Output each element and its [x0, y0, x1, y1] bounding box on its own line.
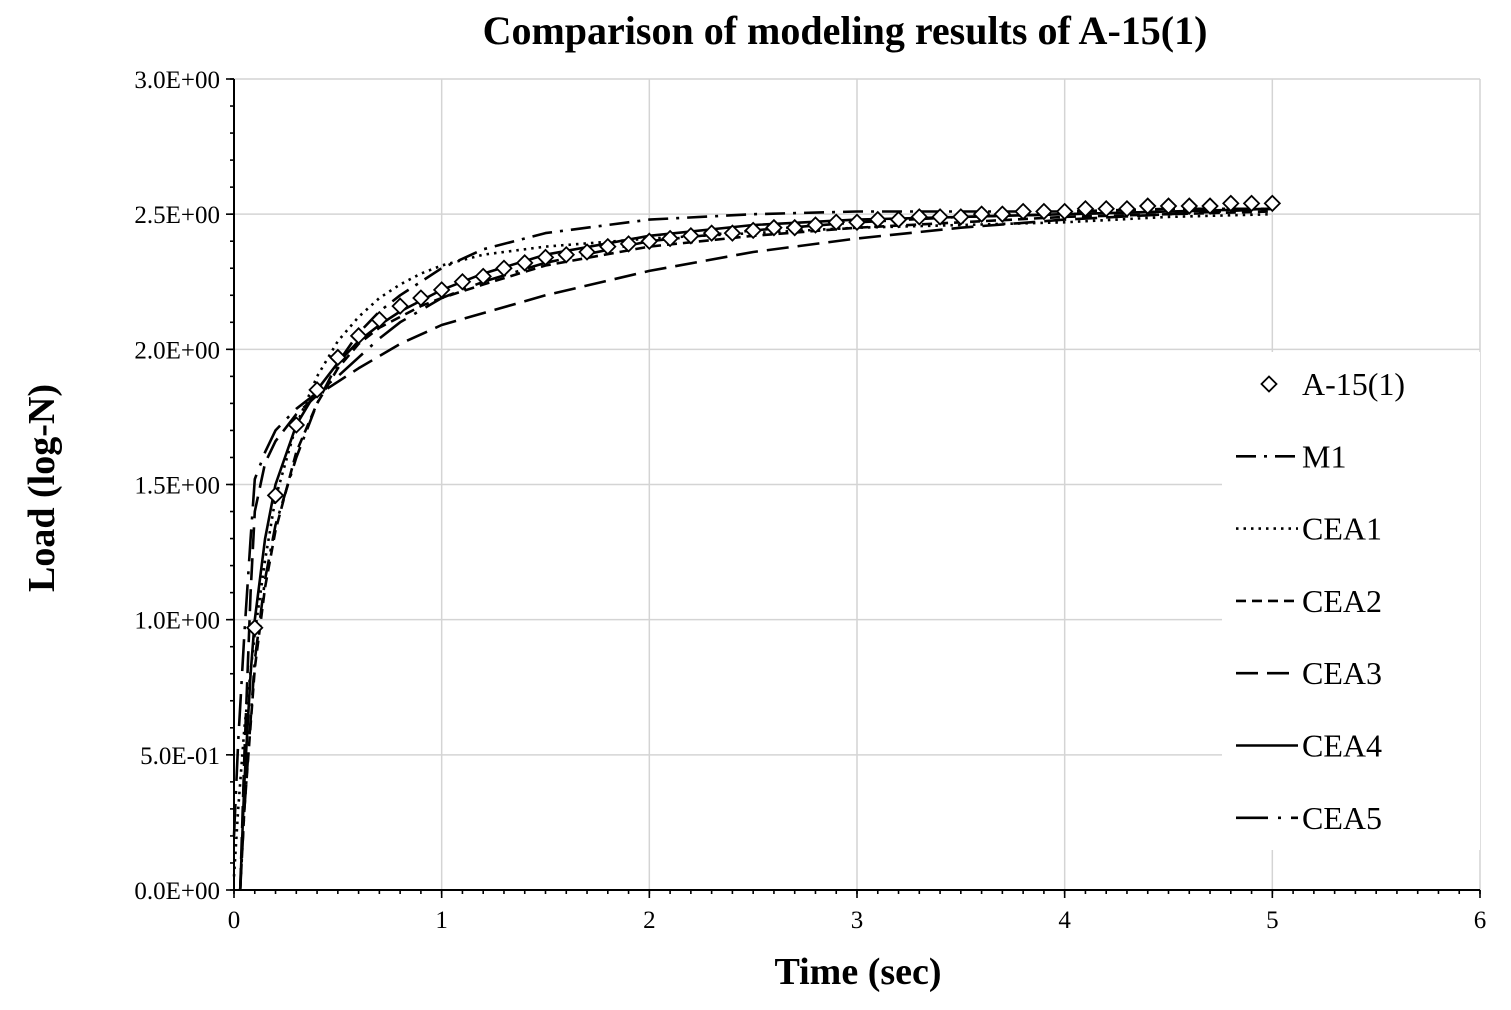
data-point — [1097, 199, 1115, 218]
data-point — [453, 272, 472, 291]
data-point — [495, 259, 513, 278]
series-a-15-1-markers — [245, 194, 1282, 637]
data-point — [744, 221, 762, 240]
data-point — [515, 254, 534, 272]
data-point — [806, 216, 825, 234]
data-point — [723, 224, 742, 242]
data-point — [578, 243, 596, 261]
data-point — [1055, 202, 1074, 221]
y-tick-label: 1.5E+00 — [134, 473, 220, 500]
y-tick-label: 2.5E+00 — [134, 202, 220, 229]
data-point — [1201, 197, 1219, 215]
x-tick-label: 4 — [1058, 907, 1071, 934]
y-tick-label: 1.0E+00 — [134, 608, 220, 635]
data-point — [931, 208, 949, 226]
data-point — [1035, 202, 1053, 221]
x-tick-label: 3 — [851, 907, 864, 934]
data-point — [370, 310, 389, 329]
data-point — [972, 205, 991, 223]
data-point — [1076, 199, 1095, 218]
data-point — [827, 213, 846, 232]
legend-label-m1: M1 — [1302, 438, 1346, 474]
series-cea4-line — [238, 207, 1273, 891]
data-point — [1222, 194, 1240, 213]
x-tick-label: 1 — [435, 907, 448, 934]
series-layer — [232, 194, 1282, 891]
data-point — [868, 210, 887, 229]
legend-label-cea4: CEA4 — [1302, 728, 1382, 764]
data-point — [910, 208, 929, 226]
x-tick-label: 2 — [643, 907, 656, 934]
x-tick-label: 6 — [1474, 907, 1487, 934]
data-point — [474, 267, 492, 286]
data-point — [785, 218, 804, 237]
data-point — [640, 232, 659, 250]
data-point — [557, 245, 576, 264]
data-point — [765, 218, 783, 237]
data-point — [619, 235, 638, 253]
y-tick-label: 3.0E+00 — [134, 67, 220, 94]
data-point — [1180, 197, 1199, 215]
data-point — [952, 208, 970, 226]
legend-label-cea2: CEA2 — [1302, 583, 1382, 619]
data-point — [1118, 199, 1136, 218]
data-point — [682, 227, 700, 245]
series-cea2-line — [238, 210, 1273, 891]
data-point — [1014, 202, 1032, 221]
data-point — [702, 224, 721, 242]
data-point — [349, 327, 368, 345]
data-point — [536, 248, 555, 267]
data-point — [599, 237, 617, 256]
y-tick-label: 5.0E-01 — [140, 743, 220, 770]
series-cea5-line — [232, 207, 1273, 836]
data-point — [412, 289, 430, 307]
data-point — [391, 297, 409, 315]
data-point — [848, 213, 866, 232]
data-point — [287, 416, 306, 434]
data-point — [308, 381, 326, 399]
series-cea3-line — [238, 207, 1273, 891]
x-tick-label: 0 — [228, 907, 241, 934]
data-point — [889, 210, 908, 229]
axes: 0 1 2 3 4 5 6 0.0E+00 5.0E-01 1.0E+00 1.5E+00 2.0E+… — [134, 67, 1486, 934]
legend-box — [1222, 352, 1480, 850]
data-point — [245, 619, 264, 637]
y-tick-label: 0.0E+00 — [134, 878, 220, 905]
chart-title: Comparison of modeling results of A-15(1… — [483, 8, 1208, 53]
y-tick-label: 2.0E+00 — [134, 337, 220, 364]
y-axis-label: Load (log-N) — [21, 384, 63, 592]
x-axis-label: Time (sec) — [774, 951, 941, 993]
data-point — [1159, 197, 1178, 215]
data-point — [432, 281, 451, 299]
data-point — [329, 348, 347, 367]
data-point — [993, 205, 1012, 223]
legend-label-cea3: CEA3 — [1302, 655, 1382, 691]
x-tick-label: 5 — [1266, 907, 1279, 934]
data-point — [661, 229, 679, 248]
legend: A-15(1) M1 CEA1 CEA2 CEA3 CEA4 CEA5 — [1222, 352, 1480, 850]
legend-label-cea5: CEA5 — [1302, 800, 1382, 836]
data-point — [1138, 197, 1157, 215]
data-point — [1263, 194, 1282, 213]
series-m1-line — [238, 207, 1273, 891]
legend-symbol-a-15-1 — [1260, 375, 1278, 393]
data-point — [266, 486, 285, 505]
series-cea1-line — [232, 212, 1273, 877]
data-point — [1242, 194, 1261, 213]
legend-label-a-15-1: A-15(1) — [1302, 366, 1405, 402]
legend-label-cea1: CEA1 — [1302, 511, 1382, 547]
